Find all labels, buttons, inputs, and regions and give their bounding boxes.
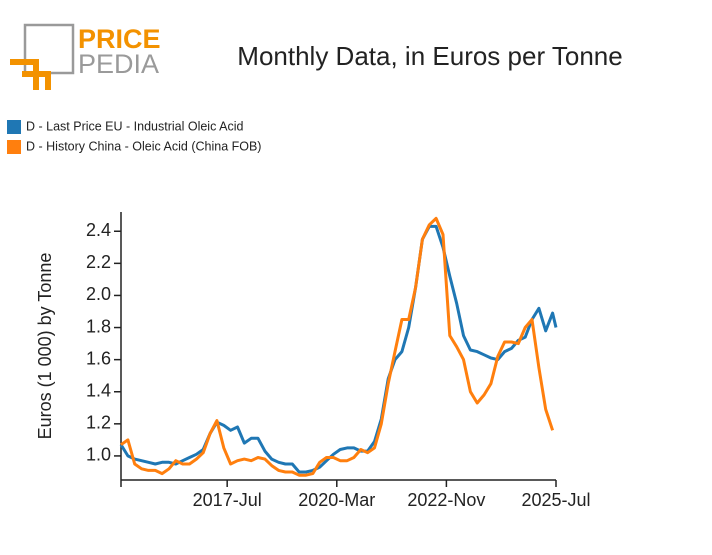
series-line [119, 224, 558, 474]
y-tick-label: 1.0 [86, 445, 111, 465]
logo-text: PEDIA [78, 49, 159, 79]
series-line [120, 216, 555, 477]
x-tick-label: 2025-Jul [521, 490, 590, 510]
y-tick-label: 1.4 [86, 380, 111, 400]
chart-title: Monthly Data, in Euros per Tonne [237, 41, 622, 71]
legend-label: D - Last Price EU - Industrial Oleic Aci… [26, 119, 243, 133]
logo-frame [23, 23, 75, 75]
logo-mark [10, 59, 51, 90]
legend-label: D - History China - Oleic Acid (China FO… [26, 139, 261, 153]
y-tick-label: 2.2 [86, 252, 111, 272]
y-tick-label: 2.0 [86, 284, 111, 304]
legend-swatch [7, 120, 21, 134]
y-axis-label: Euros (1 000) by Tonne [35, 253, 55, 440]
y-tick-label: 1.6 [86, 348, 111, 368]
logo: PRICE PEDIA [10, 23, 161, 90]
legend-swatch [7, 140, 21, 154]
x-tick-label: 2020-Mar [298, 490, 375, 510]
logo-text: PRICE [78, 24, 161, 54]
y-tick-label: 2.4 [86, 220, 111, 240]
y-tick-label: 1.8 [86, 316, 111, 336]
x-tick-label: 2022-Nov [407, 490, 485, 510]
x-tick-label: 2017-Jul [193, 490, 262, 510]
y-tick-label: 1.2 [86, 413, 111, 433]
